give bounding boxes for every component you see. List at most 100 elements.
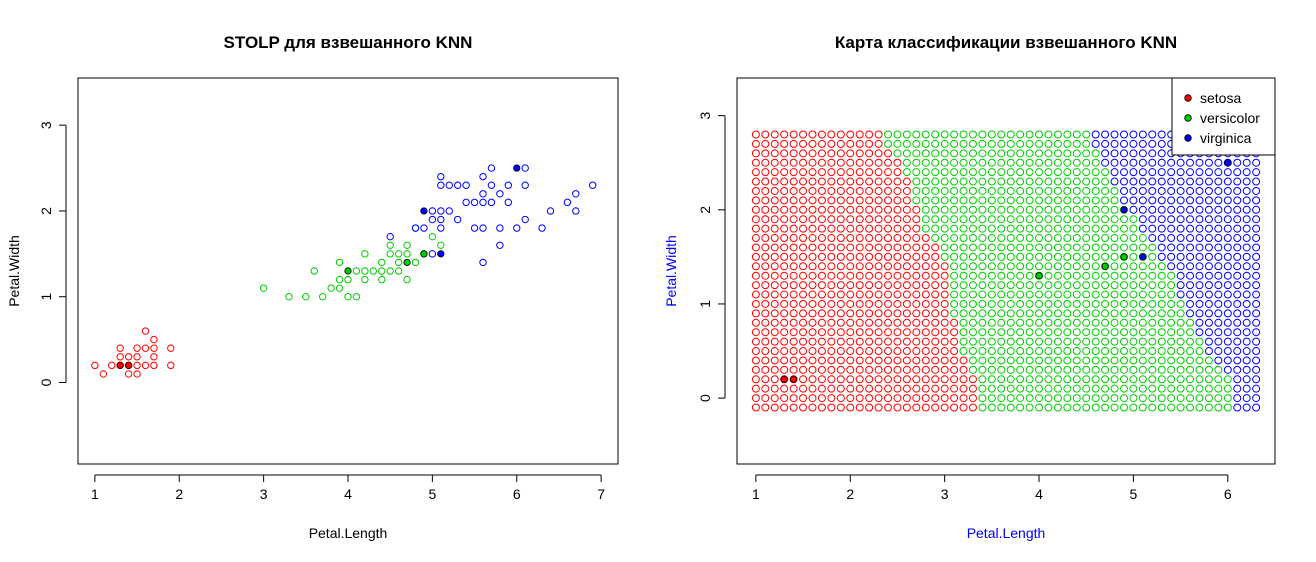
right-y-axis-label: Petal.Width (663, 235, 679, 307)
grid-point (1204, 243, 1213, 252)
grid-point (1006, 384, 1015, 393)
grid-point (1223, 394, 1232, 403)
grid-point (1195, 186, 1204, 195)
data-point (513, 224, 521, 232)
data-point (403, 241, 411, 249)
left-plot-frame (77, 77, 619, 465)
grid-point (1195, 365, 1204, 374)
grid-point (1063, 234, 1072, 243)
grid-point (978, 158, 987, 167)
grid-point (959, 365, 968, 374)
grid-point (884, 290, 893, 299)
grid-point (1044, 375, 1053, 384)
grid-point (846, 271, 855, 280)
grid-point (827, 234, 836, 243)
grid-point (978, 205, 987, 214)
grid-point (1110, 337, 1119, 346)
grid-point (968, 262, 977, 271)
grid-point (1214, 290, 1223, 299)
grid-point (1082, 356, 1091, 365)
grid-point (1006, 234, 1015, 243)
grid-point (997, 281, 1006, 290)
grid-point (874, 215, 883, 224)
grid-point (770, 271, 779, 280)
grid-point (1157, 149, 1166, 158)
grid-point (1016, 403, 1025, 412)
grid-point (1233, 196, 1242, 205)
grid-point (1233, 356, 1242, 365)
grid-point (1167, 271, 1176, 280)
grid-point (1006, 177, 1015, 186)
grid-point (1129, 328, 1138, 337)
grid-point (1148, 375, 1157, 384)
grid-point (1072, 252, 1081, 261)
grid-point (987, 271, 996, 280)
grid-point (1006, 290, 1015, 299)
grid-point (1082, 365, 1091, 374)
grid-point (1204, 281, 1213, 290)
grid-point (1035, 356, 1044, 365)
grid-point (912, 299, 921, 308)
grid-point (1063, 149, 1072, 158)
grid-point (1195, 243, 1204, 252)
grid-point (1157, 290, 1166, 299)
grid-point (1214, 234, 1223, 243)
grid-point (1035, 347, 1044, 356)
grid-point (1101, 158, 1110, 167)
grid-point (1053, 328, 1062, 337)
grid-point (1110, 215, 1119, 224)
left-chart-title: STOLP для взвешанного KNN (224, 33, 473, 52)
grid-point (1233, 281, 1242, 290)
grid-point (921, 309, 930, 318)
grid-point (1148, 271, 1157, 280)
grid-point (902, 318, 911, 327)
grid-point (865, 403, 874, 412)
grid-point (1233, 168, 1242, 177)
grid-point (874, 205, 883, 214)
grid-point (751, 139, 760, 148)
grid-point (865, 384, 874, 393)
data-point (403, 275, 411, 284)
grid-point (940, 384, 949, 393)
grid-point (987, 224, 996, 233)
data-point (302, 293, 310, 301)
data-point (487, 164, 496, 172)
grid-point (836, 375, 845, 384)
grid-point (1016, 149, 1025, 158)
grid-point (1110, 177, 1119, 186)
grid-point (884, 130, 893, 139)
grid-point (1242, 337, 1251, 346)
grid-point (1101, 318, 1110, 327)
grid-point (761, 262, 770, 271)
grid-point (931, 262, 940, 271)
grid-point (1148, 168, 1157, 177)
grid-point (1242, 262, 1251, 271)
grid-point (1195, 252, 1204, 261)
grid-point (1148, 318, 1157, 327)
prototype-point (513, 164, 521, 172)
grid-point (950, 149, 959, 158)
grid-point (1138, 177, 1147, 186)
grid-point (950, 158, 959, 167)
grid-point (780, 290, 789, 299)
grid-point (959, 215, 968, 224)
grid-point (1167, 375, 1176, 384)
grid-point (997, 205, 1006, 214)
data-point (344, 293, 352, 301)
grid-point (855, 328, 864, 337)
grid-point (1053, 356, 1062, 365)
grid-point (836, 158, 845, 167)
grid-point (1072, 375, 1081, 384)
grid-point (855, 318, 864, 327)
grid-point (987, 299, 996, 308)
grid-point (817, 309, 826, 318)
grid-point (1035, 196, 1044, 205)
grid-point (959, 168, 968, 177)
grid-point (1129, 281, 1138, 290)
data-point (394, 250, 403, 258)
grid-point (789, 243, 798, 252)
grid-point (1006, 224, 1015, 233)
grid-point (1072, 299, 1081, 308)
grid-point (1195, 158, 1204, 167)
